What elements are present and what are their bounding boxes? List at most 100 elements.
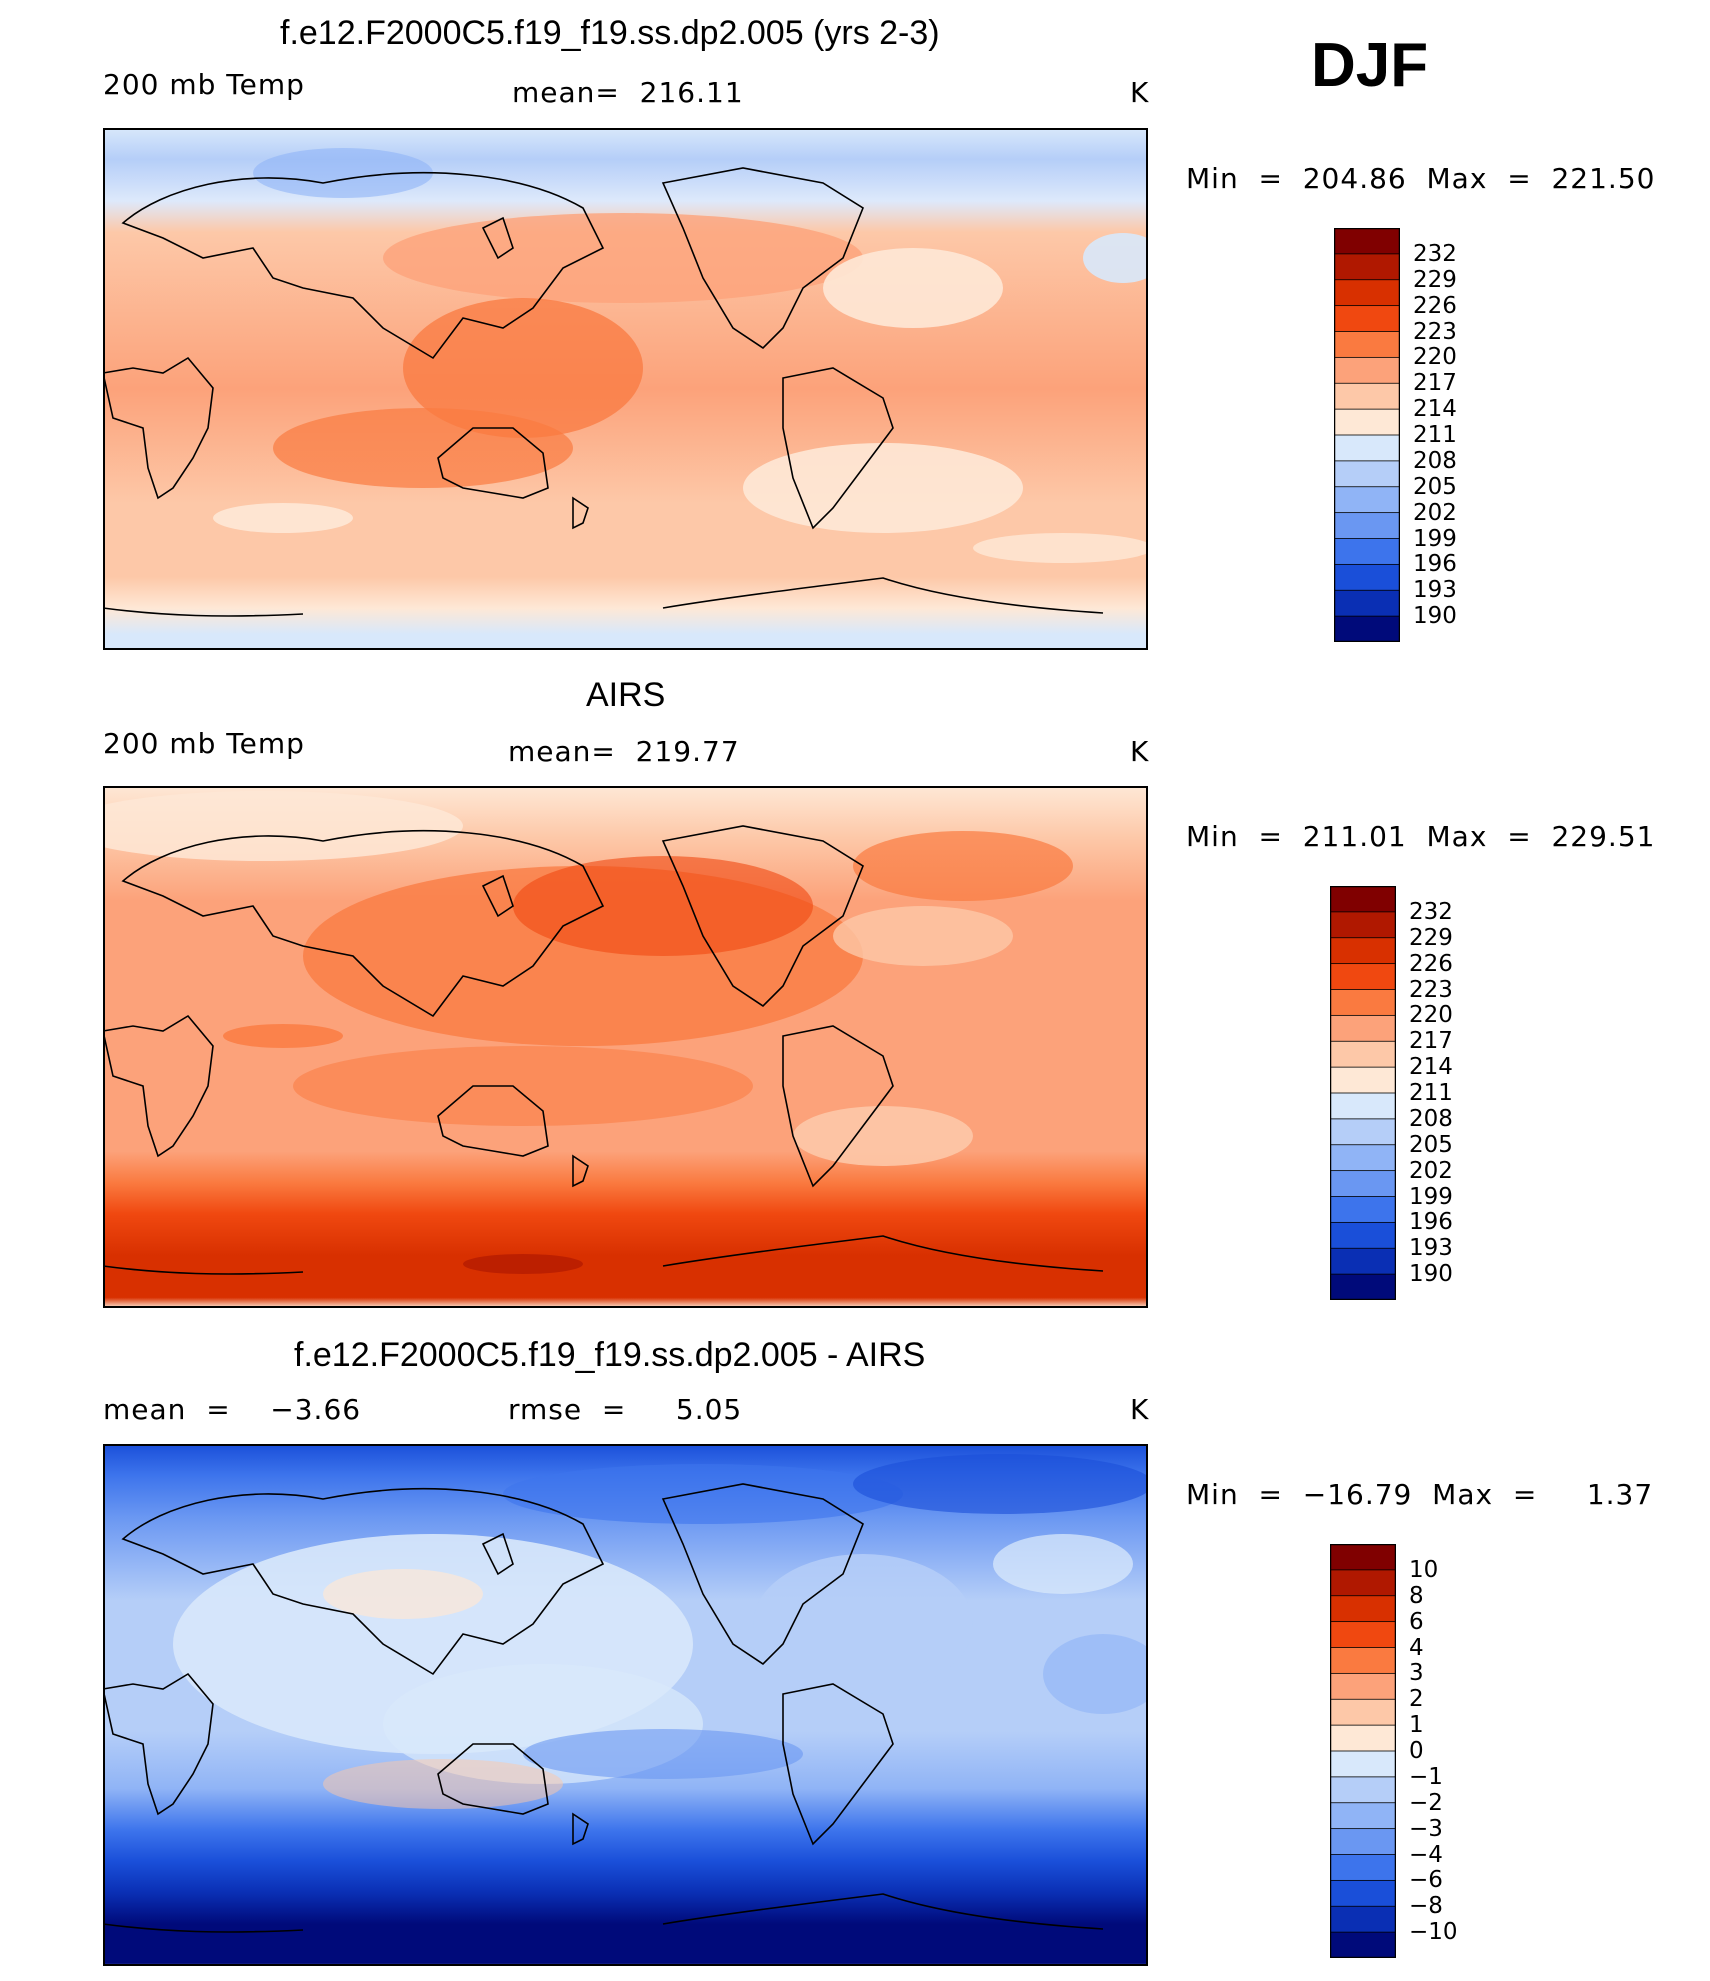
panel-3-colorbar (1330, 1544, 1396, 1958)
panel-2-colorbar-tick-label: 208 (1409, 1105, 1453, 1132)
panel-3-map (103, 1444, 1148, 1966)
panel-1-colorbar-tick-label: 190 (1413, 603, 1457, 630)
panel-3-minmax: Min = −16.79 Max = 1.37 (1186, 1478, 1654, 1511)
panel-3-colorbar-tick-label: 10 (1409, 1556, 1439, 1583)
panel-1-colorbar-swatch (1334, 382, 1400, 411)
panel-3-colorbar-tick-label: −4 (1409, 1841, 1443, 1868)
panel-1-units: K (1130, 76, 1150, 109)
panel-1-colorbar-tick-label: 220 (1413, 344, 1457, 371)
panel-1-colorbar-tick-label: 226 (1413, 292, 1457, 319)
panel-3-title: f.e12.F2000C5.f19_f19.ss.dp2.005 - AIRS (294, 1336, 926, 1374)
panel-1-colorbar-swatch (1334, 228, 1400, 255)
panel-2-colorbar-swatch (1330, 1221, 1396, 1250)
panel-2-colorbar-tick-label: 196 (1409, 1209, 1453, 1236)
panel-2-colorbar-tick-label: 217 (1409, 1028, 1453, 1055)
panel-2-colorbar-swatch (1330, 937, 1396, 965)
panel-3-colorbar-tick-label: −3 (1409, 1815, 1443, 1842)
panel-2-mean-label: mean= 219.77 (508, 735, 740, 768)
panel-3-colorbar-swatch (1330, 1931, 1396, 1958)
panel-3-colorbar-swatch (1330, 1569, 1396, 1597)
panel-2-units: K (1130, 735, 1150, 768)
panel-2-colorbar-tick-label: 220 (1409, 1002, 1453, 1029)
panel-3-colorbar-swatch (1330, 1544, 1396, 1571)
panel-2-colorbar-swatch (1330, 1170, 1396, 1198)
panel-1-colorbar-swatch (1334, 512, 1400, 540)
panel-1-colorbar-tick-label: 229 (1413, 266, 1457, 293)
panel-3-colorbar-tick-label: −1 (1409, 1763, 1443, 1790)
panel-3-colorbar-swatch (1330, 1879, 1396, 1908)
panel-2-colorbar-swatch (1330, 1196, 1396, 1224)
panel-1-title: f.e12.F2000C5.f19_f19.ss.dp2.005 (yrs 2-… (280, 14, 940, 52)
panel-1-minmax: Min = 204.86 Max = 221.50 (1186, 162, 1656, 195)
panel-1-colorbar-frame (1334, 228, 1400, 642)
panel-3-colorbar-tick-label: 6 (1409, 1608, 1424, 1635)
panel-1-colorbar-swatch (1334, 563, 1400, 592)
season-label: DJF (1311, 31, 1429, 100)
panel-2-colorbar-swatch (1330, 1247, 1396, 1276)
panel-3-colorbar-swatch (1330, 1802, 1396, 1830)
panel-1-colorbar-tick-label: 214 (1413, 396, 1457, 423)
panel-2-colorbar-swatch (1330, 1144, 1396, 1172)
panel-3-colorbar-tick-label: 4 (1409, 1634, 1424, 1661)
panel-1-map (103, 128, 1148, 650)
panel-3-colorbar-tick-label: 8 (1409, 1582, 1424, 1609)
panel-2-colorbar (1330, 886, 1396, 1300)
panel-1-colorbar-swatch (1334, 305, 1400, 333)
panel-3-colorbar-tick-label: 0 (1409, 1738, 1424, 1764)
panel-1-mean-label: mean= 216.11 (512, 76, 744, 109)
panel-3-colorbar-tick-label: 3 (1409, 1660, 1424, 1687)
panel-1-colorbar-swatch (1334, 356, 1400, 385)
panel-3-colorbar-swatch (1330, 1750, 1396, 1778)
panel-3-units: K (1130, 1393, 1150, 1426)
panel-3-colorbar-frame (1330, 1544, 1396, 1958)
panel-2-colorbar-tick-label: 211 (1409, 1080, 1453, 1106)
panel-2-colorbar-swatch (1330, 1118, 1396, 1146)
panel-1-colorbar-tick-label: 208 (1413, 447, 1457, 474)
panel-1-colorbar-swatch (1334, 615, 1400, 642)
panel-1-colorbar-swatch (1334, 434, 1400, 462)
panel-1-colorbar-tick-label: 223 (1413, 318, 1457, 345)
panel-2-title: AIRS (586, 676, 666, 714)
panel-1-colorbar-swatch (1334, 538, 1400, 566)
panel-1-colorbar-swatch (1334, 589, 1400, 618)
panel-2-colorbar-swatch (1330, 963, 1396, 991)
panel-3-colorbar-tick-label: −10 (1409, 1919, 1458, 1946)
panel-1-colorbar-swatch (1334, 408, 1400, 436)
panel-2-colorbar-tick-label: 214 (1409, 1054, 1453, 1081)
panel-1-colorbar-swatch (1334, 460, 1400, 488)
panel-1-colorbar-tick-label: 205 (1413, 473, 1457, 500)
panel-2-colorbar-swatch (1330, 989, 1396, 1017)
panel-1-coastlines (103, 167, 1104, 617)
panel-2-colorbar-swatch (1330, 886, 1396, 913)
panel-3-colorbar-swatch (1330, 1595, 1396, 1623)
panel-1-colorbar-swatch (1334, 486, 1400, 514)
panel-2-colorbar-tick-label: 199 (1409, 1183, 1453, 1210)
panel-2-minmax: Min = 211.01 Max = 229.51 (1186, 820, 1656, 853)
panel-1-colorbar-labels: 232 229 226 223 220 217 214 211 208 205 202 199 196 1… (1413, 228, 1493, 642)
panel-3-colorbar-tick-label: −8 (1409, 1893, 1443, 1920)
panel-2-map (103, 786, 1148, 1308)
panel-3-colorbar-swatch (1330, 1698, 1396, 1727)
panel-2-colorbar-swatch (1330, 911, 1396, 939)
panel-1-colorbar-tick-label: 202 (1413, 499, 1457, 526)
panel-2-colorbar-labels: 232 229 226 223 220 217 214 211 208 205 202 199 196 1… (1409, 886, 1489, 1300)
panel-1-colorbar-tick-label: 199 (1413, 525, 1457, 552)
panel-2-colorbar-tick-label: 205 (1409, 1131, 1453, 1158)
panel-3-rmse-label: rmse = 5.05 (508, 1393, 743, 1426)
panel-1-colorbar-tick-label: 217 (1413, 370, 1457, 397)
panel-2-coastlines (103, 825, 1104, 1275)
panel-2-colorbar-tick-label: 229 (1409, 924, 1453, 951)
panel-3-coastlines (103, 1483, 1104, 1933)
panel-1-colorbar (1334, 228, 1400, 642)
panel-2-colorbar-tick-label: 193 (1409, 1235, 1453, 1262)
panel-1-colorbar-tick-label: 196 (1413, 551, 1457, 578)
panel-3-colorbar-swatch (1330, 1672, 1396, 1701)
panel-2-colorbar-swatch (1330, 1066, 1396, 1094)
panel-3-colorbar-tick-label: 2 (1409, 1686, 1424, 1713)
panel-1-colorbar-swatch (1334, 253, 1400, 281)
panel-1-colorbar-tick-label: 232 (1413, 240, 1457, 267)
panel-2-colorbar-swatch (1330, 1092, 1396, 1120)
panel-1-colorbar-swatch (1334, 279, 1400, 307)
panel-2-colorbar-frame (1330, 886, 1396, 1300)
panel-1-colorbar-tick-label: 193 (1413, 577, 1457, 604)
